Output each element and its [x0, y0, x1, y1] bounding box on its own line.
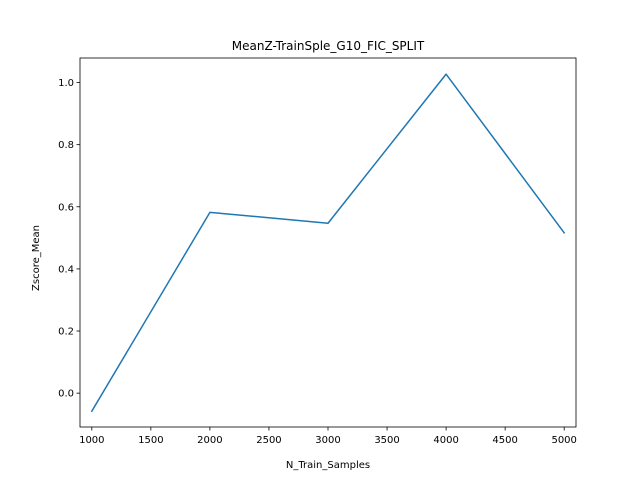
x-tick-label: 4500 [492, 435, 517, 446]
chart-title: MeanZ-TrainSple_G10_FIC_SPLIT [232, 39, 425, 53]
x-tick-label: 5000 [551, 435, 576, 446]
y-tick-label: 0.2 [58, 327, 74, 338]
x-tick-label: 1500 [138, 435, 163, 446]
x-tick-label: 4000 [433, 435, 458, 446]
y-tick-label: 0.4 [58, 264, 74, 275]
x-axis-label: N_Train_Samples [286, 460, 370, 471]
y-tick-label: 0.8 [58, 140, 74, 151]
x-tick-label: 2000 [197, 435, 222, 446]
x-tick-label: 3500 [374, 435, 399, 446]
y-axis-label: Zscore_Mean [31, 225, 42, 291]
y-tick-label: 0.6 [58, 202, 74, 213]
y-tick-label: 1.0 [58, 78, 74, 89]
plot-area: 1000 1500 2000 2500 3000 3500 4000 4500 5000 0.0 0… [58, 57, 577, 446]
y-tick-label: 0.0 [58, 389, 74, 400]
x-tick-label: 1000 [79, 435, 104, 446]
x-tick-label: 2500 [256, 435, 281, 446]
series-line [90, 73, 566, 413]
x-tick-label: 3000 [315, 435, 340, 446]
